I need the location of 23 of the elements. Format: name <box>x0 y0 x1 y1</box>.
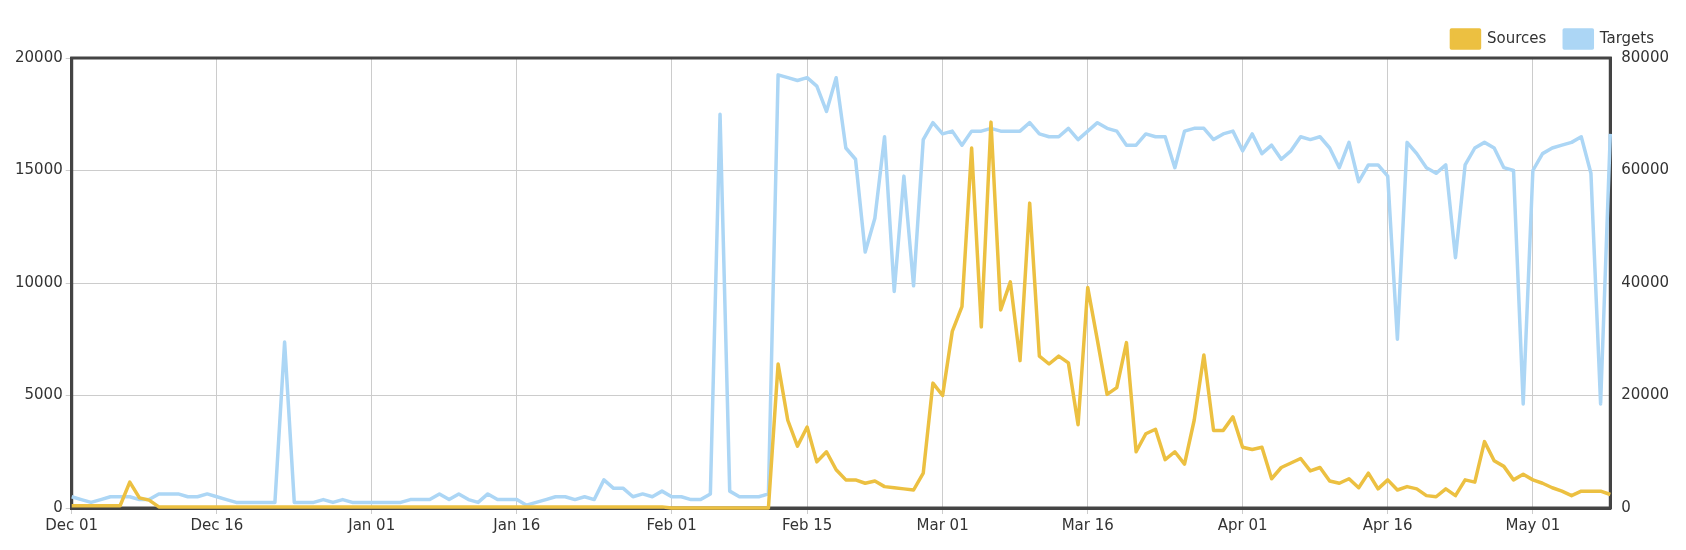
y-tick-label: 0 <box>53 497 63 516</box>
x-tick-label: Apr 01 <box>1217 515 1268 534</box>
y-tick-label: 20000 <box>15 47 63 66</box>
x-tick-label: Jan 01 <box>347 515 396 534</box>
x-tick-label: Jan 16 <box>492 515 541 534</box>
y2-tick-label: 80000 <box>1621 47 1669 66</box>
y2-tick-label: 20000 <box>1621 385 1669 404</box>
legend-label: Sources <box>1486 28 1547 47</box>
y2-tick-label: 60000 <box>1621 160 1669 179</box>
x-tick-label: Mar 01 <box>916 515 969 534</box>
y-tick-label: 15000 <box>15 160 63 179</box>
x-tick-label: Feb 15 <box>781 515 833 534</box>
x-tick-label: Apr 16 <box>1362 515 1413 534</box>
legend-label: Targets <box>1598 28 1655 47</box>
y2-tick-label: 0 <box>1621 497 1631 516</box>
x-tick-label: May 01 <box>1505 515 1561 534</box>
x-tick-label: Feb 01 <box>646 515 697 534</box>
x-tick-label: Dec 01 <box>45 515 99 534</box>
y-tick-label: 5000 <box>24 385 63 404</box>
x-tick-label: Mar 16 <box>1061 515 1114 534</box>
x-tick-label: Dec 16 <box>190 515 244 534</box>
y2-tick-label: 40000 <box>1621 272 1669 291</box>
y-tick-label: 10000 <box>15 272 63 291</box>
